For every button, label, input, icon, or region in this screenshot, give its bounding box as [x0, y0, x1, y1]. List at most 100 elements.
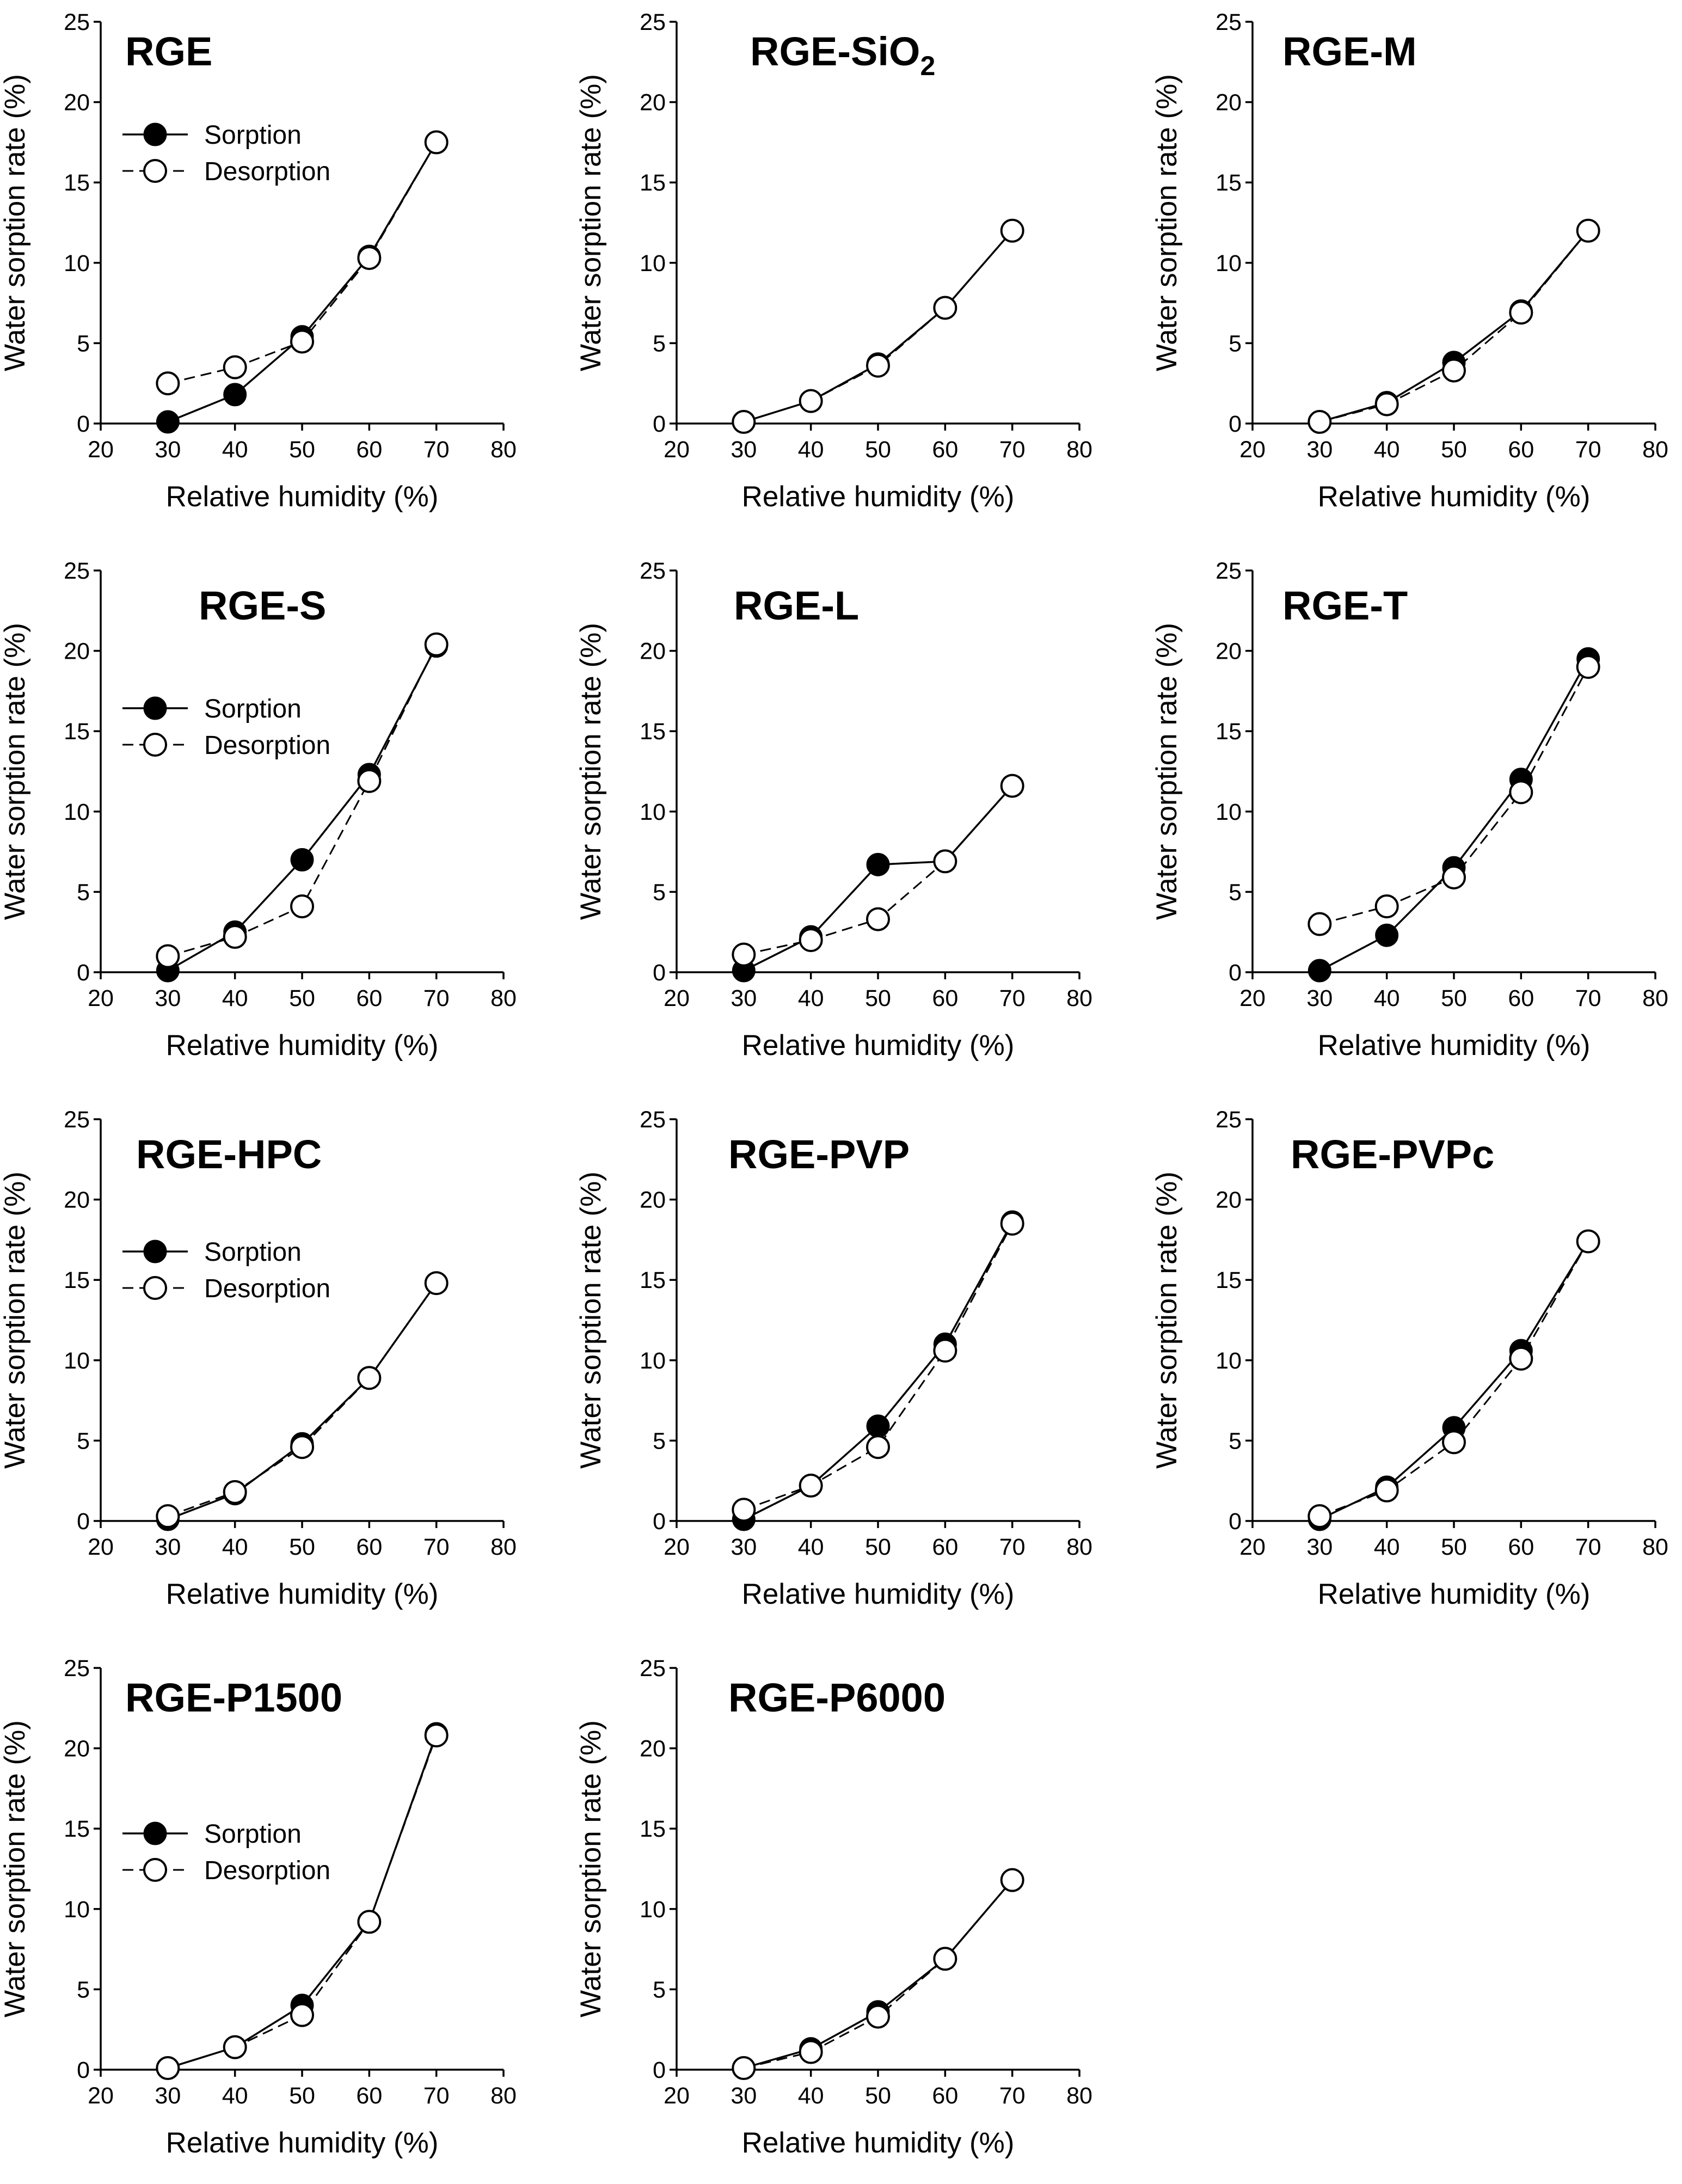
desorption-point [1374, 392, 1399, 416]
sorption-series-line [743, 1222, 1014, 1520]
y-tick-label: 0 [1229, 960, 1242, 986]
x-tick-label: 30 [730, 2083, 757, 2109]
legend-desorption-label: Desorption [204, 1274, 330, 1303]
desorption-point [1307, 912, 1332, 936]
y-tick-label: 5 [77, 330, 90, 357]
y-tick-label: 15 [64, 1816, 90, 1842]
x-tick-label: 70 [423, 985, 450, 1011]
chart-panel-rge-t: 0 5 10 15 20 25 20 30 40 50 60 70 80 Relative humidit… [1151, 558, 1668, 1062]
x-tick-label: 70 [1575, 1534, 1601, 1560]
x-tick-label: 20 [664, 1534, 690, 1560]
chart-panel-rge-p1500: 0 5 10 15 20 25 20 30 40 50 60 70 80 Relative humidit… [0, 1655, 517, 2159]
desorption-point [732, 410, 756, 434]
y-tick-label: 25 [1216, 1107, 1242, 1133]
x-tick-label: 30 [155, 985, 181, 1011]
y-tick-label: 0 [77, 411, 90, 437]
y-tick-label: 10 [64, 1348, 90, 1374]
x-tick-label: 20 [88, 985, 114, 1011]
x-tick-label: 60 [932, 437, 958, 463]
y-axis-label: Water sorption rate (%) [0, 1171, 31, 1469]
x-tick-label: 80 [490, 2083, 517, 2109]
x-tick-label: 20 [1239, 985, 1266, 1011]
desorption-point [866, 1435, 890, 1459]
y-tick-label: 10 [64, 250, 90, 277]
x-tick-label: 20 [1239, 437, 1266, 463]
y-tick-label: 10 [64, 799, 90, 825]
legend-sorption-marker [143, 1821, 167, 1845]
desorption-point [866, 353, 890, 378]
desorption-point [290, 894, 314, 918]
desorption-point [357, 769, 382, 793]
x-tick-label: 80 [1642, 437, 1668, 463]
x-tick-label: 30 [730, 985, 757, 1011]
x-tick-label: 50 [1441, 1534, 1467, 1560]
x-tick-label: 70 [423, 437, 450, 463]
sorption-point [1375, 923, 1399, 947]
panel-title: RGE-L [734, 583, 859, 628]
desorption-point [290, 1435, 314, 1459]
sorption-series-line [1319, 1241, 1589, 1520]
panel-title: RGE-T [1282, 583, 1408, 628]
x-tick-label: 40 [1374, 1534, 1400, 1560]
y-tick-label: 10 [1216, 799, 1242, 825]
desorption-point [1000, 218, 1024, 243]
desorption-point [424, 1723, 449, 1747]
y-tick-label: 20 [1216, 639, 1242, 665]
x-axis-label: Relative humidity (%) [1318, 1578, 1591, 1610]
legend-sorption-label: Sorption [204, 1238, 302, 1267]
x-tick-label: 80 [490, 437, 517, 463]
sorption-series-line [167, 1283, 438, 1520]
y-tick-label: 0 [653, 1508, 666, 1535]
legend: Sorption Desorption [122, 121, 330, 186]
panel-title: RGE-S [199, 583, 326, 628]
legend: Sorption Desorption [122, 1238, 330, 1303]
x-tick-label: 30 [730, 1534, 757, 1560]
x-tick-label: 40 [222, 437, 248, 463]
sorption-point [223, 383, 247, 407]
x-tick-label: 60 [1508, 1534, 1534, 1560]
y-tick-label: 25 [640, 1107, 666, 1133]
x-tick-label: 30 [1306, 1534, 1333, 1560]
y-axis-label: Water sorption rate (%) [1151, 74, 1183, 371]
desorption-series-line [1319, 230, 1589, 423]
x-tick-label: 40 [798, 437, 824, 463]
sorption-series-line [1319, 658, 1589, 972]
y-tick-label: 20 [640, 639, 666, 665]
x-tick-label: 20 [1239, 1534, 1266, 1560]
legend-desorption-label: Desorption [204, 731, 330, 760]
desorption-point [424, 130, 449, 155]
y-axis-label: Water sorption rate (%) [575, 1720, 607, 2017]
y-tick-label: 25 [640, 558, 666, 584]
desorption-point [1000, 774, 1024, 798]
legend-sorption-label: Sorption [204, 1820, 302, 1849]
x-tick-label: 70 [423, 2083, 450, 2109]
desorption-point [1374, 1478, 1399, 1502]
x-tick-label: 70 [999, 1534, 1026, 1560]
y-tick-label: 0 [77, 960, 90, 986]
y-axis-label: Water sorption rate (%) [0, 1720, 31, 2017]
x-tick-label: 60 [356, 2083, 382, 2109]
y-tick-label: 5 [77, 879, 90, 905]
x-tick-label: 50 [289, 2083, 315, 2109]
y-tick-label: 15 [640, 719, 666, 745]
desorption-point [799, 1474, 823, 1498]
y-tick-label: 10 [640, 799, 666, 825]
desorption-series-line [1319, 1241, 1589, 1517]
panel-title: RGE-M [1282, 29, 1417, 74]
desorption-point [732, 1498, 756, 1522]
x-tick-label: 30 [155, 437, 181, 463]
x-tick-label: 50 [865, 437, 891, 463]
y-tick-label: 0 [77, 1508, 90, 1535]
desorption-point [1509, 780, 1533, 805]
panel-title: RGE-HPC [136, 1132, 322, 1177]
x-tick-label: 20 [664, 985, 690, 1011]
y-tick-label: 10 [64, 1897, 90, 1923]
x-tick-label: 40 [798, 2083, 824, 2109]
panel-title: RGE-PVPc [1291, 1132, 1494, 1177]
x-tick-label: 40 [222, 2083, 248, 2109]
chart-panel-rge-l: 0 5 10 15 20 25 20 30 40 50 60 70 80 Relative humidit… [575, 558, 1092, 1062]
desorption-point [1576, 1229, 1600, 1254]
desorption-point [866, 907, 890, 931]
y-tick-label: 15 [640, 170, 666, 196]
sorption-point [1307, 959, 1331, 983]
